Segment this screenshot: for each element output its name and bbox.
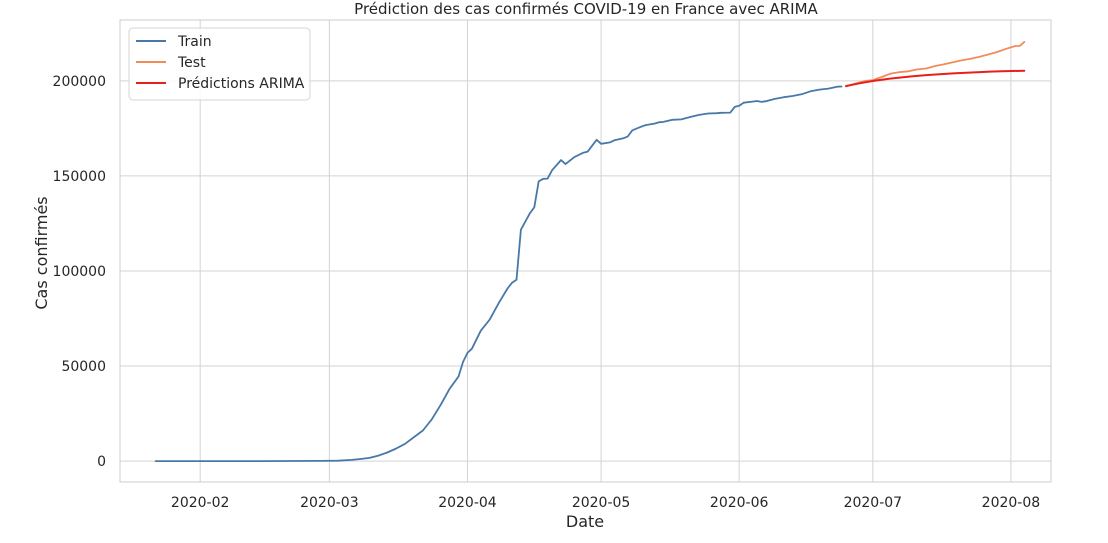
x-tick-label: 2020-03 (300, 495, 359, 511)
x-tick-label: 2020-06 (710, 495, 769, 511)
legend-label: Test (177, 55, 206, 71)
series-line-test (845, 41, 1026, 88)
y-tick-label: 200000 (53, 74, 106, 90)
y-tick-label: 50000 (61, 359, 106, 375)
x-tick-label: 2020-08 (982, 495, 1041, 511)
x-tick-label: 2020-04 (438, 495, 497, 511)
legend-label: Prédictions ARIMA (178, 76, 305, 92)
y-axis: 0 50000 100000 150000 200000 (53, 74, 106, 470)
series-line-pr-dictions-arima (845, 69, 1026, 87)
x-tick-label: 2020-07 (844, 495, 903, 511)
legend: Train Test Prédictions ARIMA (128, 27, 311, 101)
series-line-train (154, 85, 843, 463)
x-axis-label: Date (566, 512, 604, 531)
x-tick-label: 2020-05 (572, 495, 631, 511)
x-axis: 2020-02 2020-03 2020-04 2020-05 2020-06 2020-… (171, 495, 1040, 511)
y-axis-label: Cas confirmés (32, 196, 51, 309)
series-lines (154, 41, 1026, 463)
x-tick-label: 2020-02 (171, 495, 230, 511)
legend-box (128, 27, 311, 101)
y-tick-label: 100000 (53, 264, 106, 280)
chart-title: Prédiction des cas confirmés COVID-19 en… (354, 0, 818, 18)
legend-label: Train (177, 34, 212, 50)
plot-frame (119, 19, 1052, 483)
y-tick-label: 150000 (53, 169, 106, 185)
y-tick-label: 0 (97, 454, 106, 470)
